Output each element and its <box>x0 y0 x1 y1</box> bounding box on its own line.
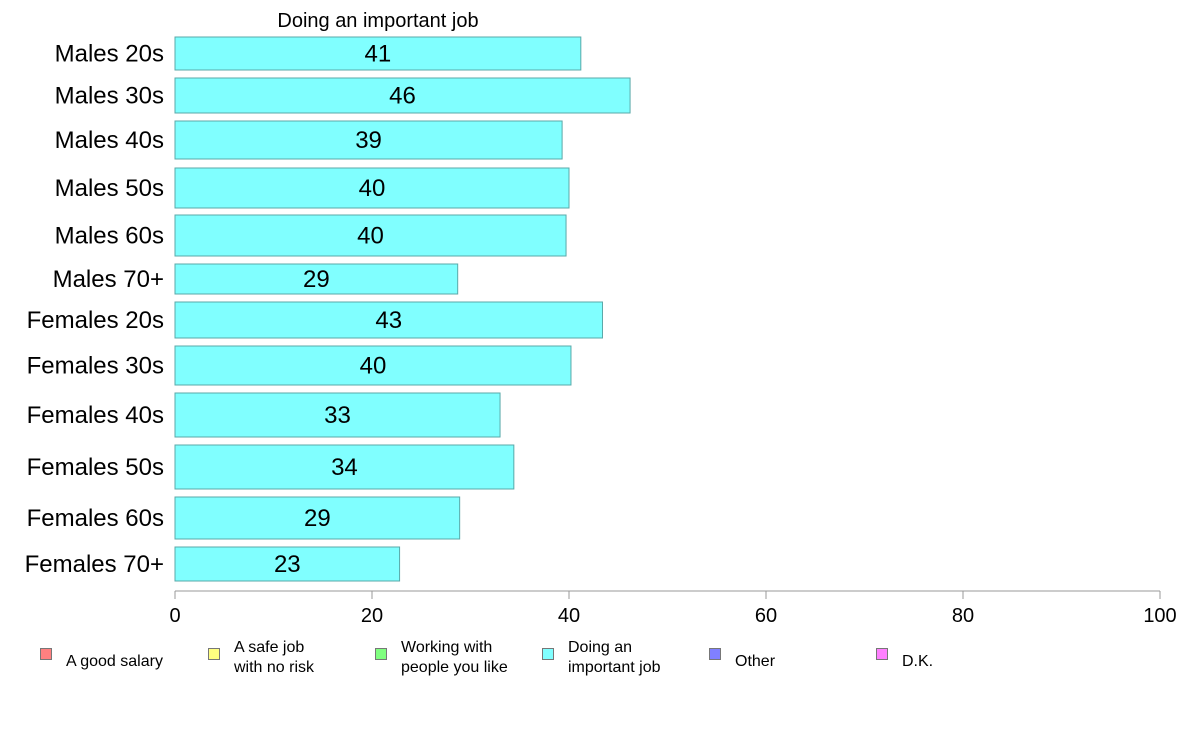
category-label: Females 20s <box>27 307 164 334</box>
legend-item: Doing an important job <box>542 638 661 678</box>
legend-label: Working with people you like <box>401 639 508 676</box>
legend-item: Other <box>709 638 775 672</box>
legend-item: Working with people you like <box>375 638 508 678</box>
bar <box>174 167 570 209</box>
legend-label: Other <box>735 653 776 670</box>
category-label: Females 40s <box>27 402 164 429</box>
bar <box>174 345 572 386</box>
legend-swatch <box>709 648 721 660</box>
category-label: Females 50s <box>27 454 164 481</box>
category-label: Females 30s <box>27 353 164 380</box>
x-tick-label: 40 <box>558 605 580 627</box>
value-label: 29 <box>303 266 330 293</box>
value-label: 40 <box>359 175 386 202</box>
value-label: 29 <box>304 505 331 532</box>
legend-label: A safe job with no risk <box>234 639 315 676</box>
legend-swatch <box>208 648 220 660</box>
category-label: Females 60s <box>27 505 164 532</box>
bars-group <box>174 36 631 582</box>
category-label: Males 30s <box>55 83 164 110</box>
x-tick-label: 80 <box>952 605 974 627</box>
category-label: Males 40s <box>55 127 164 154</box>
bar <box>174 263 459 295</box>
bar <box>174 36 582 71</box>
bar <box>174 392 501 438</box>
x-tick-label: 20 <box>361 605 383 627</box>
legend-label: Doing an important job <box>568 639 661 676</box>
category-label: Males 60s <box>55 223 164 250</box>
category-label: Males 50s <box>55 175 164 202</box>
value-label: 43 <box>375 307 402 334</box>
chart-title: Doing an important job <box>277 10 478 32</box>
legend: A good salary A safe job with no risk Work… <box>0 638 1188 698</box>
bar <box>174 444 515 490</box>
category-label: Males 20s <box>55 41 164 68</box>
category-label: Males 70+ <box>53 266 164 293</box>
value-label: 33 <box>324 402 351 429</box>
legend-label: D.K. <box>902 653 934 670</box>
legend-item: A good salary <box>40 638 163 672</box>
legend-item: A safe job with no risk <box>208 638 314 678</box>
legend-swatch <box>542 648 554 660</box>
bar-chart: Doing an important job Males 20s Males 30… <box>25 10 1177 627</box>
legend-swatch <box>876 648 888 660</box>
value-label: 46 <box>389 83 416 110</box>
bar <box>174 120 563 160</box>
x-axis: 0 20 40 60 80 100 <box>169 590 1177 627</box>
value-label: 34 <box>331 454 358 481</box>
value-label: 40 <box>360 353 387 380</box>
value-label: 41 <box>365 41 392 68</box>
value-label: 39 <box>355 127 382 154</box>
legend-swatch <box>40 648 52 660</box>
bar <box>174 546 401 582</box>
legend-item: D.K. <box>876 638 933 672</box>
value-label: 23 <box>274 551 301 578</box>
value-label: 40 <box>357 223 384 250</box>
bar <box>174 214 567 257</box>
legend-swatch <box>375 648 387 660</box>
x-tick-label: 0 <box>169 605 180 627</box>
legend-label: A good salary <box>66 653 163 670</box>
x-tick-label: 100 <box>1143 605 1176 627</box>
x-tick-label: 60 <box>755 605 777 627</box>
category-label: Females 70+ <box>25 551 164 578</box>
bar <box>174 77 631 114</box>
bar <box>174 301 603 339</box>
category-labels-group: Males 20s Males 30s Males 40s Males 50s Male… <box>25 41 164 579</box>
bar <box>174 496 461 540</box>
